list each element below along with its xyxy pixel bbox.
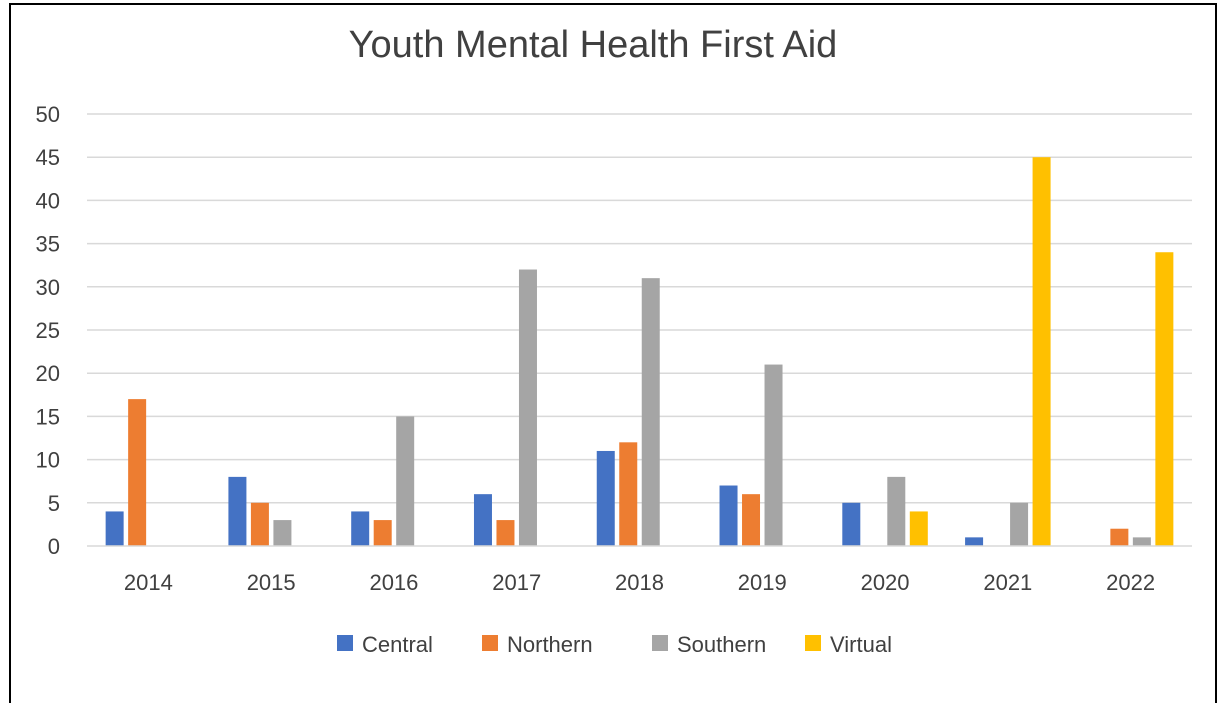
bar-northern-2022 (1110, 528, 1129, 546)
x-tick-label: 2020 (861, 570, 910, 595)
x-tick-label: 2019 (738, 570, 787, 595)
x-tick-label: 2014 (124, 570, 173, 595)
x-tick-label: 2016 (369, 570, 418, 595)
y-tick-label: 30 (36, 275, 60, 300)
x-tick-label: 2015 (247, 570, 296, 595)
legend-swatch-virtual (805, 635, 821, 651)
x-axis-ticks: 2014 2015 2016 2017 2018 2019 2020 2021 2022 (124, 570, 1155, 595)
legend-label-northern: Northern (507, 632, 593, 657)
gridlines (87, 113, 1192, 504)
y-tick-label: 10 (36, 448, 60, 473)
bar-virtual-2020 (909, 511, 928, 546)
legend-swatch-central (337, 635, 353, 651)
y-tick-label: 25 (36, 318, 60, 343)
bar-southern-2021 (1010, 502, 1029, 546)
bar-southern-2016 (396, 416, 415, 546)
bar-central-2020 (842, 502, 861, 546)
bar-chart: Youth Mental Health First Aid 0 5 10 15 20 25… (36, 24, 1192, 657)
y-tick-label: 0 (48, 534, 60, 559)
chart-frame (9, 3, 1217, 703)
bar-northern-2017 (496, 520, 515, 546)
bar-central-2017 (473, 494, 492, 546)
bar-northern-2015 (250, 502, 269, 546)
x-tick-label: 2021 (983, 570, 1032, 595)
x-tick-label: 2018 (615, 570, 664, 595)
bar-central-2015 (228, 476, 247, 546)
bar-southern-2020 (887, 476, 906, 546)
y-axis-ticks: 0 5 10 15 20 25 30 35 40 45 50 (36, 102, 60, 559)
chart-title: Youth Mental Health First Aid (349, 24, 838, 66)
y-tick-label: 5 (48, 491, 60, 516)
y-tick-label: 15 (36, 404, 60, 429)
legend-label-southern: Southern (677, 632, 766, 657)
bar-central-2014 (105, 511, 124, 546)
bar-northern-2019 (742, 494, 761, 546)
bar-southern-2019 (764, 364, 783, 546)
bar-northern-2014 (128, 399, 147, 546)
bars (105, 157, 1174, 547)
legend: Central Northern Southern Virtual (337, 632, 892, 657)
bar-virtual-2022 (1155, 252, 1174, 547)
legend-label-virtual: Virtual (830, 632, 892, 657)
legend-swatch-northern (482, 635, 498, 651)
bar-central-2018 (596, 450, 615, 546)
bar-central-2021 (965, 537, 984, 546)
bar-central-2016 (351, 511, 370, 546)
bar-northern-2016 (373, 520, 392, 546)
bar-southern-2015 (273, 520, 292, 546)
legend-swatch-southern (652, 635, 668, 651)
y-tick-label: 45 (36, 145, 60, 170)
x-tick-label: 2022 (1106, 570, 1155, 595)
y-tick-label: 35 (36, 232, 60, 257)
bar-southern-2018 (641, 278, 660, 546)
bar-southern-2017 (518, 269, 537, 546)
y-tick-label: 20 (36, 361, 60, 386)
bar-southern-2022 (1132, 537, 1151, 546)
y-tick-label: 40 (36, 188, 60, 213)
bar-virtual-2021 (1032, 157, 1051, 546)
bar-northern-2018 (619, 442, 638, 546)
y-tick-label: 50 (36, 102, 60, 127)
legend-label-central: Central (362, 632, 433, 657)
x-tick-label: 2017 (492, 570, 541, 595)
bar-central-2019 (719, 485, 738, 546)
